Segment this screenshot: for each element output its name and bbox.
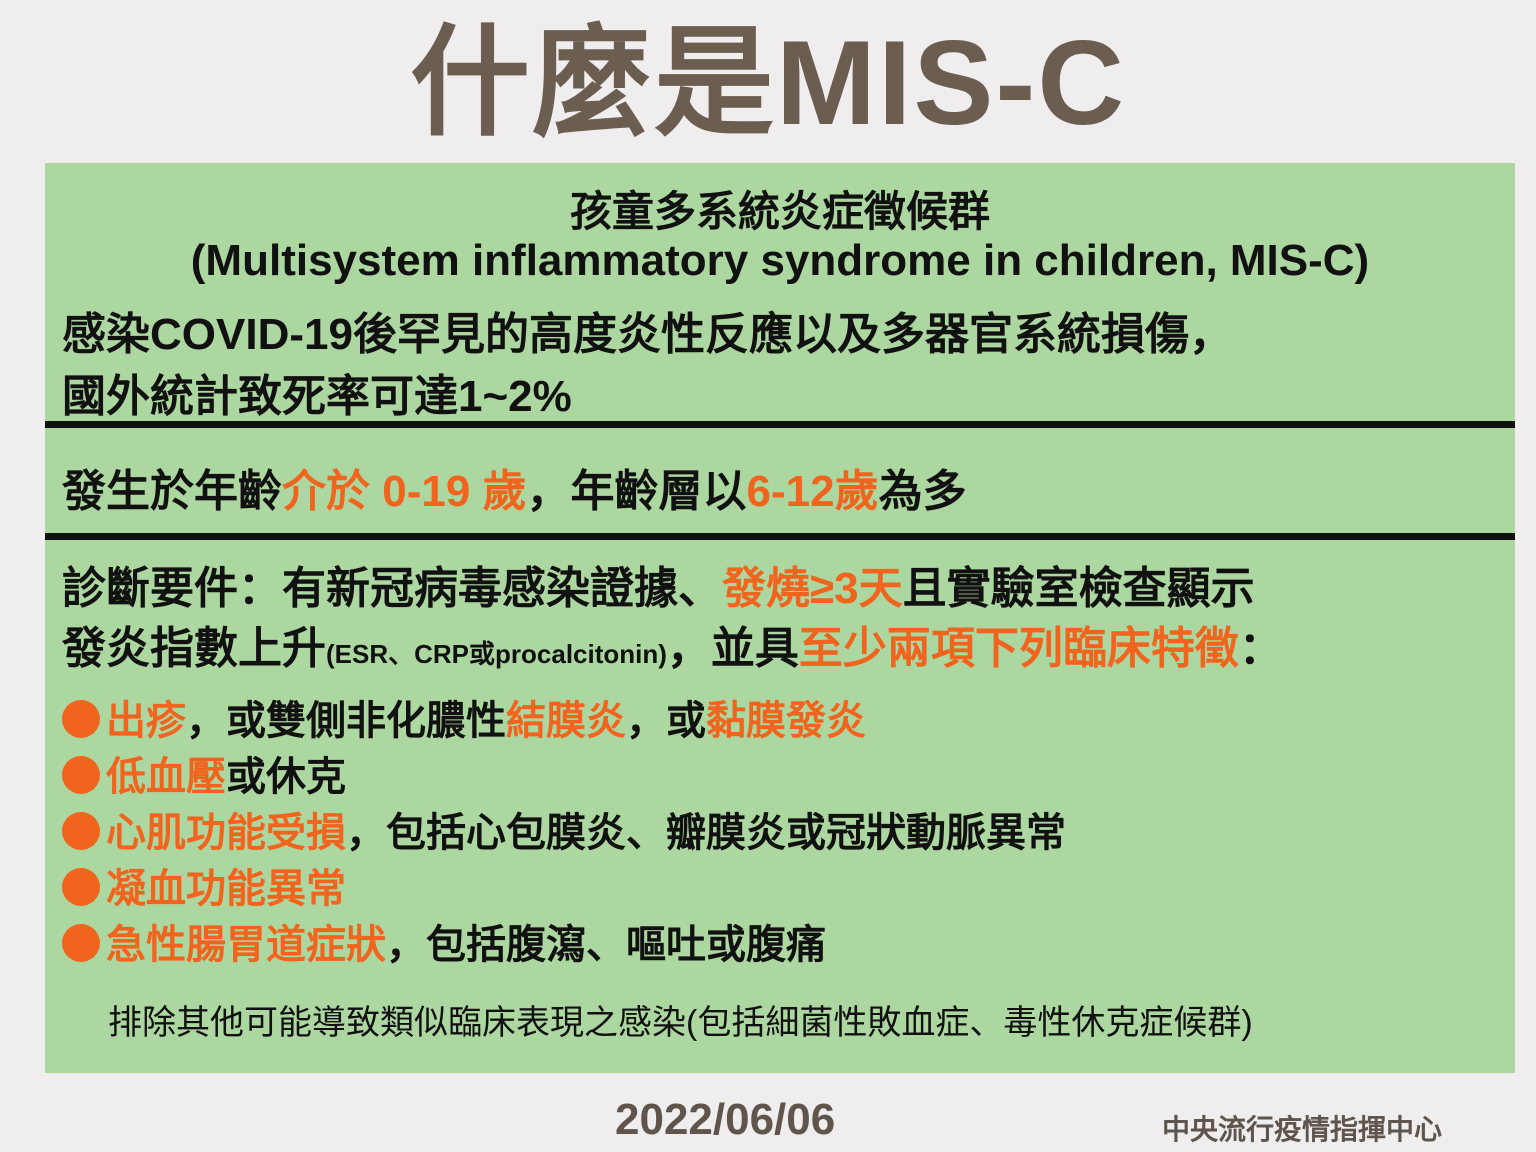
syndrome-en-name: (Multisystem inflammatory syndrome in ch… bbox=[190, 236, 1370, 285]
bullet-dot-icon bbox=[62, 700, 100, 738]
highlighted-text: 結膜炎 bbox=[506, 699, 626, 743]
page-title: 什麼是MIS-C bbox=[410, 16, 1126, 150]
bullet-item: 急性腸胃道症狀，包括腹瀉、嘔吐或腹痛 bbox=[62, 912, 826, 970]
highlighted-text: 介於 0-19 歲 bbox=[282, 467, 527, 516]
age-line: 發生於年齡介於 0-19 歲，年齡層以6-12歲為多 bbox=[62, 455, 967, 519]
text-segment: (ESR、CRP或procalcitonin) bbox=[326, 639, 667, 669]
text-segment: ，或雙側非化膿性 bbox=[186, 699, 506, 743]
text-segment: 國外統計致死率可達1~2% bbox=[62, 372, 572, 421]
text-segment: 或休克 bbox=[226, 755, 346, 799]
syndrome-zh-name: 孩童多系統炎症徵候群 bbox=[569, 188, 990, 235]
description-line: 感染COVID-19後罕見的高度炎性反應以及多器官系統損傷， bbox=[62, 298, 1233, 362]
text-segment: ，年齡層以 bbox=[526, 467, 747, 516]
bullet-item: 出疹，或雙側非化膿性結膜炎，或黏膜發炎 bbox=[62, 688, 866, 746]
highlighted-text: 至少兩項下列臨床特徵 bbox=[798, 624, 1239, 673]
bullet-item: 心肌功能受損，包括心包膜炎、瓣膜炎或冠狀動脈異常 bbox=[62, 800, 1066, 858]
highlighted-text: 凝血功能異常 bbox=[106, 867, 346, 911]
highlighted-text: 出疹 bbox=[106, 699, 186, 743]
divider bbox=[45, 533, 1515, 540]
text-segment: ，或 bbox=[626, 699, 706, 743]
exclusion-note: 排除其他可能導致類似臨床表現之感染(包括細菌性敗血症、毒性休克症候群) bbox=[108, 1004, 1253, 1042]
text-segment: 診斷要件：有新冠病毒感染證據、 bbox=[62, 564, 722, 613]
text-segment: ，包括腹瀉、嘔吐或腹痛 bbox=[386, 923, 826, 967]
text-segment: 為多 bbox=[878, 467, 967, 516]
bullet-item: 凝血功能異常 bbox=[62, 856, 346, 914]
bullet-dot-icon bbox=[62, 868, 100, 906]
description-line: 國外統計致死率可達1~2% bbox=[62, 360, 572, 424]
highlighted-text: 低血壓 bbox=[106, 755, 226, 799]
organization: 中央流行疫情指揮中心 bbox=[1162, 1114, 1443, 1145]
text-segment: 發生於年齡 bbox=[62, 467, 282, 516]
bullet-dot-icon bbox=[62, 756, 100, 794]
date: 2022/06/06 bbox=[615, 1095, 836, 1144]
highlighted-text: 6-12歲 bbox=[746, 467, 879, 516]
text-segment: ，包括心包膜炎、瓣膜炎或冠狀動脈異常 bbox=[346, 811, 1066, 855]
info-panel bbox=[45, 163, 1515, 1073]
text-segment: 感染COVID-19後罕見的高度炎性反應以及多器官系統損傷， bbox=[62, 310, 1233, 359]
highlighted-text: 心肌功能受損 bbox=[106, 811, 346, 855]
text-segment: ： bbox=[1238, 624, 1283, 673]
bullet-item: 低血壓或休克 bbox=[62, 744, 346, 802]
divider bbox=[45, 421, 1515, 428]
text-segment: 發炎指數上升 bbox=[62, 624, 326, 673]
highlighted-text: 急性腸胃道症狀 bbox=[106, 923, 386, 967]
highlighted-text: 黏膜發炎 bbox=[706, 699, 866, 743]
diagnosis-line: 發炎指數上升(ESR、CRP或procalcitonin)，並具至少兩項下列臨床… bbox=[62, 612, 1283, 676]
text-segment: ，並具 bbox=[666, 624, 799, 673]
text-segment: 且實驗室檢查顯示 bbox=[902, 564, 1255, 613]
diagnosis-line: 診斷要件：有新冠病毒感染證據、發燒≥3天且實驗室檢查顯示 bbox=[62, 552, 1255, 616]
highlighted-text: 發燒≥3天 bbox=[722, 564, 903, 613]
bullet-dot-icon bbox=[62, 924, 100, 962]
bullet-dot-icon bbox=[62, 812, 100, 850]
